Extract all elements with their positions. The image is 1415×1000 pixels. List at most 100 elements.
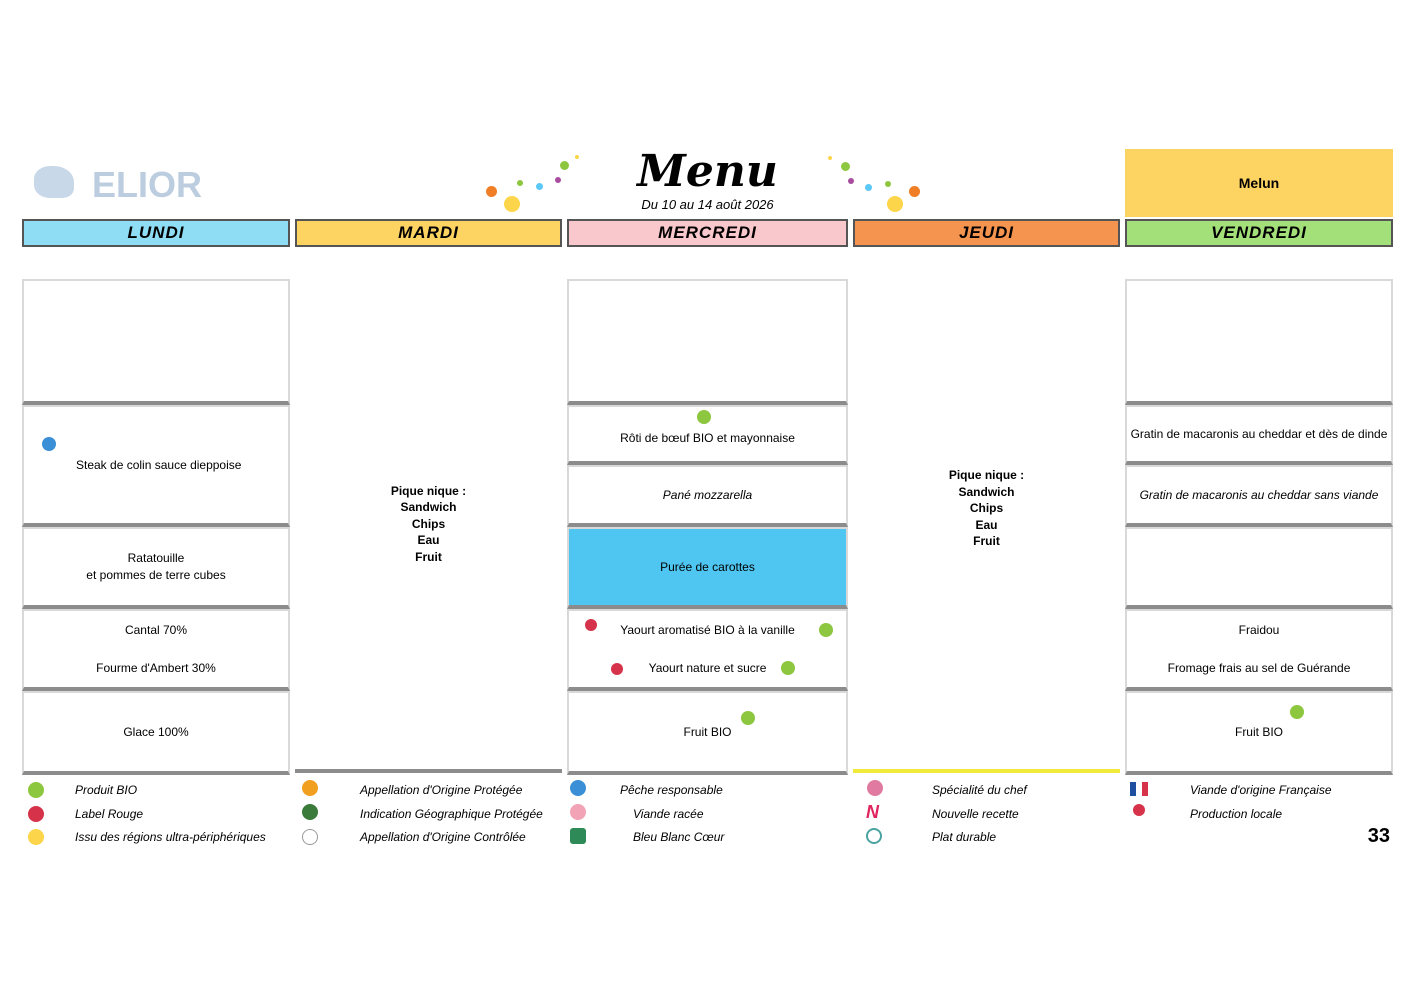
dish: Purée de carottes <box>660 559 755 574</box>
decor <box>555 177 561 183</box>
menu-cell: Pique nique : Sandwich Chips Eau Fruit <box>853 279 1120 773</box>
decor <box>575 155 579 159</box>
decor <box>885 181 891 187</box>
menu-cell: Purée de carottes <box>567 527 848 609</box>
dish: Chips <box>411 516 446 531</box>
decor <box>486 186 497 197</box>
menu-cell: Gratin de macaronis au cheddar sans vian… <box>1125 465 1393 527</box>
day-header: LUNDI <box>22 219 290 247</box>
icon-bio <box>781 661 795 675</box>
legend-icon: N <box>866 802 879 822</box>
decor <box>865 184 872 191</box>
title: Menu <box>637 146 778 197</box>
legend-icon <box>302 780 318 796</box>
dish: Sandwich <box>400 500 457 515</box>
dish: Glace 100% <box>123 724 189 739</box>
logo-icon <box>34 166 74 198</box>
dish: Fruit BIO <box>683 724 732 739</box>
icon-local <box>585 619 597 631</box>
legend-icon <box>28 829 44 845</box>
dish: Eau <box>975 517 998 532</box>
menu-cell: Cantal 70% Fourme d'Ambert 30% <box>22 609 290 691</box>
menu-cell: Pané mozzarella <box>567 465 848 527</box>
legend-label: Label Rouge <box>75 807 144 821</box>
menu-cell: Pique nique : Sandwich Chips Eau Fruit <box>295 279 562 773</box>
dish: Pané mozzarella <box>662 487 753 502</box>
legend-label: Spécialité du chef <box>932 783 1027 797</box>
subtitle: Du 10 au 14 août 2026 <box>641 197 774 212</box>
menu-cell: Fruit BIO <box>567 691 848 775</box>
page-number: 33 <box>1367 825 1390 847</box>
legend-icon <box>570 804 586 820</box>
decor <box>887 196 903 212</box>
legend-icon <box>866 828 882 844</box>
decor <box>517 180 523 186</box>
legend-label: Pêche responsable <box>620 783 723 797</box>
dish: Gratin de macaronis au cheddar sans vian… <box>1139 487 1379 502</box>
legend-label: Viande racée <box>633 807 704 821</box>
legend-label: Issu des régions ultra-périphériques <box>75 830 266 844</box>
decor <box>909 186 920 197</box>
legend-label: Appellation d'Origine Contrôlée <box>360 830 526 844</box>
dish: Fruit <box>973 534 1000 548</box>
dish: Sandwich <box>958 484 1015 499</box>
decor <box>504 196 520 212</box>
day-header: VENDREDI <box>1125 219 1393 247</box>
dish: Yaourt aromatisé BIO à la vanille <box>620 622 795 637</box>
menu-cell: Gratin de macaronis au cheddar et dès de… <box>1125 405 1393 465</box>
legend-icon <box>570 780 586 796</box>
legend-icon <box>570 828 586 844</box>
menu-cell: Glace 100% <box>22 691 290 775</box>
decor <box>848 178 854 184</box>
legend-label: Appellation d'Origine Protégée <box>360 783 523 797</box>
dish: Pique nique : <box>390 483 467 498</box>
legend-icon <box>1133 804 1145 816</box>
dish: Gratin de macaronis au cheddar et dès de… <box>1130 426 1388 441</box>
icon-bio <box>1290 705 1304 719</box>
menu-cell <box>1125 527 1393 609</box>
dish: Fraidou <box>1238 622 1280 637</box>
decor <box>841 162 850 171</box>
legend-label: Indication Géographique Protégée <box>360 807 543 821</box>
day-header: MERCREDI <box>567 219 848 247</box>
legend-icon <box>302 804 318 820</box>
legend-label: Production locale <box>1190 807 1283 821</box>
dish: Fourme d'Ambert 30% <box>96 660 216 675</box>
icon-bio <box>697 410 711 424</box>
legend-label: Viande d'origine Française <box>1190 783 1332 797</box>
dish: Fruit <box>415 549 442 564</box>
menu-cell: Fruit BIO <box>1125 691 1393 775</box>
location: Melun <box>1125 149 1393 217</box>
legend-icon <box>28 782 44 798</box>
dish: Rôti de bœuf BIO et mayonnaise <box>620 430 795 445</box>
dish: Eau <box>417 533 440 548</box>
dish: Fromage frais au sel de Guérande <box>1167 660 1351 675</box>
legend-icon <box>302 829 318 845</box>
dish: Fruit BIO <box>1234 724 1283 739</box>
dish: Chips <box>969 501 1004 515</box>
menu-cell: Fraidou Fromage frais au sel de Guérande <box>1125 609 1393 691</box>
legend-icon <box>1130 782 1148 796</box>
dish: Pique nique : <box>948 468 1025 482</box>
icon-local <box>611 663 623 675</box>
menu-cell: Steak de colin sauce dieppoise <box>22 405 290 527</box>
icon-bio <box>741 711 755 725</box>
icon-bio <box>819 623 833 637</box>
dish: Cantal 70% <box>124 622 188 637</box>
legend-icon <box>867 780 883 796</box>
logo: ELIOR <box>92 164 203 205</box>
legend-label: Bleu Blanc Cœur <box>633 830 725 844</box>
legend-icon <box>28 806 44 822</box>
menu-cell <box>1125 279 1393 405</box>
decor <box>828 156 832 160</box>
dish: Steak de colin sauce dieppoise <box>76 457 242 472</box>
legend-label: Plat durable <box>932 830 997 844</box>
dish: Yaourt nature et sucre <box>648 660 767 675</box>
menu-cell <box>567 279 848 405</box>
dish: et pommes de terre cubes <box>86 568 226 582</box>
menu-cell: Ratatouille et pommes de terre cubes <box>22 527 290 609</box>
decor <box>560 161 569 170</box>
day-header: JEUDI <box>853 219 1120 247</box>
legend-label: Produit BIO <box>75 783 138 797</box>
